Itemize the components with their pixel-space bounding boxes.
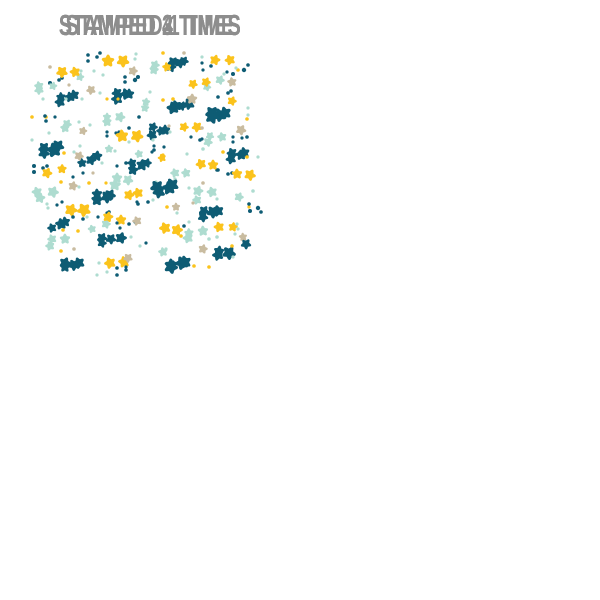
star-field-3	[44, 51, 263, 274]
panel-title-stamped-2-times: STAMPED 2 TIMES	[58, 10, 242, 42]
panel-title-stamped-4-times: STAMPED 4 TIMES	[58, 10, 242, 42]
star-field-4	[30, 51, 251, 271]
panel-stamped-3-times: STAMPED 3 TIMES	[0, 0, 300, 300]
panel-title-stamped-3-times: STAMPED 3 TIMES	[58, 10, 242, 42]
panel-title-stamped-1-time: STAMPED 1 TIME	[65, 10, 235, 42]
panel-stamped-4-times: STAMPED 4 TIMES	[0, 0, 300, 300]
